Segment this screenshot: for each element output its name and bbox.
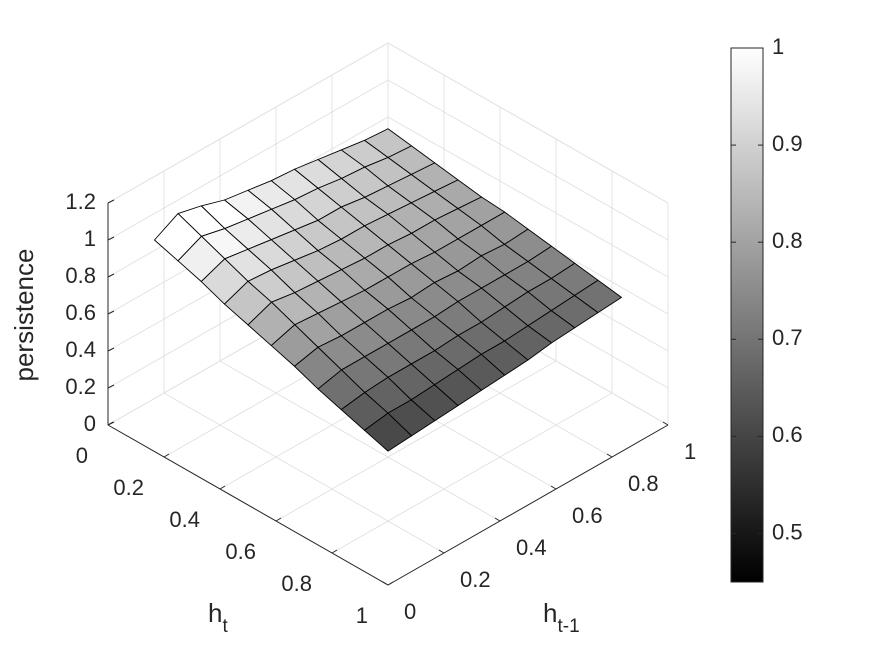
- x-tick-label: 0.4: [169, 507, 200, 532]
- colorbar-tick-label: 1: [772, 34, 784, 59]
- z-tick-label: 1.2: [65, 189, 96, 214]
- colorbar-tick-label: 0.6: [772, 422, 803, 447]
- y-tick-label: 0: [404, 599, 416, 624]
- x-tick: [275, 517, 282, 522]
- grid-line: [331, 392, 613, 554]
- y-axis-label-sub: t-1: [557, 616, 579, 637]
- y-axis-label: ht-1: [543, 598, 580, 637]
- y-tick-label: 0.4: [516, 535, 547, 560]
- colorbar: 0.5 0.6 0.7 0.8 0.9 1: [730, 34, 803, 583]
- box-edge: [387, 42, 669, 204]
- y-axis-line: [387, 424, 669, 586]
- z-tick-label: 0: [84, 411, 96, 436]
- y-tick-label: 0.8: [628, 471, 659, 496]
- x-tick: [331, 549, 338, 554]
- grid-line: [219, 360, 501, 522]
- grid-line: [387, 116, 669, 278]
- x-axis-label-sub: t: [222, 616, 228, 637]
- grid-line: [107, 79, 389, 241]
- z-tick-label: 0.4: [65, 337, 96, 362]
- z-tick: [107, 347, 115, 352]
- grid-line: [163, 392, 445, 554]
- z-tick-label: 1: [84, 226, 96, 251]
- colorbar-scale: [730, 47, 764, 583]
- y-tick: [494, 517, 501, 522]
- y-tick: [438, 549, 445, 554]
- z-tick: [107, 236, 115, 241]
- y-axis-label-base: h: [543, 598, 557, 628]
- colorbar-tick-label: 0.8: [772, 228, 803, 253]
- z-tick: [107, 199, 115, 204]
- x-tick: [219, 485, 226, 490]
- x-axis-label: ht: [208, 598, 228, 637]
- z-tick-label: 0.2: [65, 374, 96, 399]
- box-edge: [107, 42, 389, 204]
- surface: [154, 128, 622, 452]
- y-tick: [662, 421, 669, 426]
- grid-line: [387, 79, 669, 241]
- z-tick-label: 0.6: [65, 300, 96, 325]
- y-tick: [606, 453, 613, 458]
- x-tick-label: 1: [356, 603, 368, 628]
- x-tick: [387, 581, 394, 586]
- y-tick-label: 0.2: [460, 567, 491, 592]
- x-tick: [163, 453, 170, 458]
- x-tick-label: 0.2: [113, 475, 144, 500]
- z-tick: [107, 384, 115, 389]
- z-axis-label: persistence: [9, 249, 39, 382]
- colorbar-tick-label: 0.7: [772, 325, 803, 350]
- z-tick-label: 0.8: [65, 263, 96, 288]
- z-tick: [107, 273, 115, 278]
- y-tick-label: 1: [684, 439, 696, 464]
- surface-face: [364, 412, 412, 452]
- x-tick-label: 0.8: [281, 571, 312, 596]
- z-tick: [107, 310, 115, 315]
- y-tick: [550, 485, 557, 490]
- x-axis-label-base: h: [208, 598, 222, 628]
- y-tick: [382, 581, 389, 586]
- x-tick: [107, 421, 114, 426]
- grid-line: [275, 360, 557, 522]
- colorbar-tick-label: 0.9: [772, 131, 803, 156]
- y-tick-label: 0.6: [572, 503, 603, 528]
- x-axis-line: [107, 424, 389, 586]
- colorbar-tick-label: 0.5: [772, 519, 803, 544]
- x-tick-label: 0: [76, 443, 88, 468]
- x-tick-label: 0.6: [225, 539, 256, 564]
- axes-foreground: 0 0.2 0.4 0.6 0.8 1 1.2 0 0.2 0.4 0.6 0.8 1 0 0.2 0.4 0.…: [65, 189, 696, 628]
